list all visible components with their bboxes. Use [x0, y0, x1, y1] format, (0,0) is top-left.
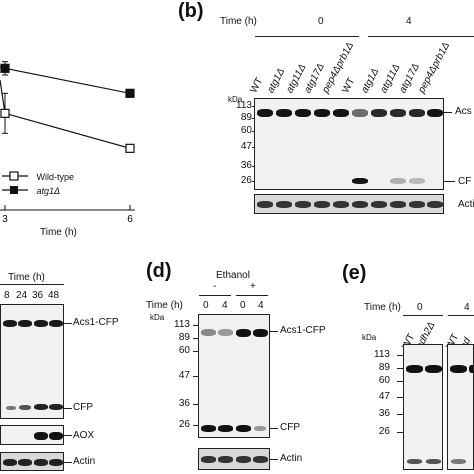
lane-label: atg1Δ [265, 66, 288, 95]
mw-marker: 113 [236, 100, 252, 111]
blot-c-aox [0, 425, 64, 445]
data-point [0, 63, 10, 73]
time-0: 0 [203, 300, 209, 311]
mw-marker: 47 [240, 141, 252, 152]
lane-label: WT [248, 76, 266, 95]
blot-e-4h [447, 344, 474, 470]
time-24: 24 [16, 290, 28, 301]
label-cfp: CF [458, 176, 472, 187]
series-line [0, 66, 131, 94]
time-0: 0 [318, 16, 324, 27]
ethanol-plus: + [250, 281, 256, 292]
time-4: 4 [222, 300, 228, 311]
time-label: Time (h) [220, 16, 257, 27]
blot-d-actin [198, 448, 270, 470]
panel-letter: (e) [342, 262, 367, 284]
time-4b: 4 [258, 300, 264, 311]
blot-e-0h [403, 344, 443, 470]
mw-marker: 113 [174, 319, 190, 330]
data-point [125, 88, 135, 98]
kda-label: kDa [150, 313, 165, 322]
legend-atg1: atg1Δ [2, 181, 60, 199]
panel-letter: (b) [178, 0, 204, 22]
mw-marker: 36 [378, 408, 390, 419]
ethanol-label: Ethanol [216, 270, 250, 281]
label-acs1-cfp: Acs1-CFP [73, 317, 119, 328]
time-4: 4 [406, 16, 412, 27]
legend-label: atg1Δ [36, 186, 61, 196]
lane-label: atg1Δ [359, 66, 382, 95]
time-8: 8 [4, 290, 10, 301]
mw-marker: 60 [378, 375, 390, 386]
time-48: 48 [48, 290, 60, 301]
x-tick-label: 3 [2, 214, 8, 225]
time-label: Time (h) [146, 300, 183, 311]
mw-marker: 47 [378, 391, 390, 402]
mw-marker: 60 [178, 345, 190, 356]
label-acs1-cfp: Acs1-CFP [280, 325, 326, 336]
mw-marker: 89 [178, 332, 190, 343]
ethanol-minus: - [213, 281, 217, 292]
label-cfp: CFP [280, 422, 300, 433]
mw-marker: 36 [240, 160, 252, 171]
mw-marker: 60 [240, 125, 252, 136]
mw-marker: 36 [178, 398, 190, 409]
mw-marker: 26 [240, 175, 252, 186]
mw-marker: 47 [178, 370, 190, 381]
label-actin: Actin [280, 453, 303, 464]
label-actin: Actin [73, 456, 96, 467]
time-label: Time (h) [8, 272, 45, 283]
label-actin: Acti [458, 199, 474, 210]
label-cfp: CFP [73, 402, 93, 413]
lane-label: pep4Δprb1Δ [416, 40, 453, 95]
mw-marker: 89 [378, 362, 390, 373]
time-0: 0 [417, 302, 423, 313]
mw-marker: 26 [178, 419, 190, 430]
label-acs: Acs [455, 106, 472, 117]
blot-d-main [198, 314, 270, 438]
label-aox: AOX [73, 430, 95, 441]
blot-c-main [0, 304, 64, 419]
blot-b-actin [254, 194, 444, 214]
series-line [0, 79, 131, 149]
lane-label: WT [340, 76, 358, 95]
blot-c-actin [0, 452, 64, 471]
mw-marker: 89 [240, 112, 252, 123]
x-tick-label: 6 [127, 214, 133, 225]
time-label: Time (h) [364, 302, 401, 313]
legend-label: Wild-type [36, 172, 74, 182]
data-point [125, 143, 135, 153]
time-4: 4 [464, 302, 470, 313]
panel-letter: (d) [146, 260, 172, 282]
blot-b-main [254, 98, 444, 190]
legend-wild-type: Wild-type [2, 167, 74, 185]
kda-label: kDa [228, 95, 243, 104]
x-axis-label: Time (h) [40, 227, 77, 238]
time-36: 36 [32, 290, 44, 301]
time-0b: 0 [240, 300, 246, 311]
data-point [0, 108, 10, 118]
kda-label: kDa [362, 333, 377, 342]
mw-marker: 113 [374, 349, 390, 360]
mw-marker: 26 [378, 426, 390, 437]
